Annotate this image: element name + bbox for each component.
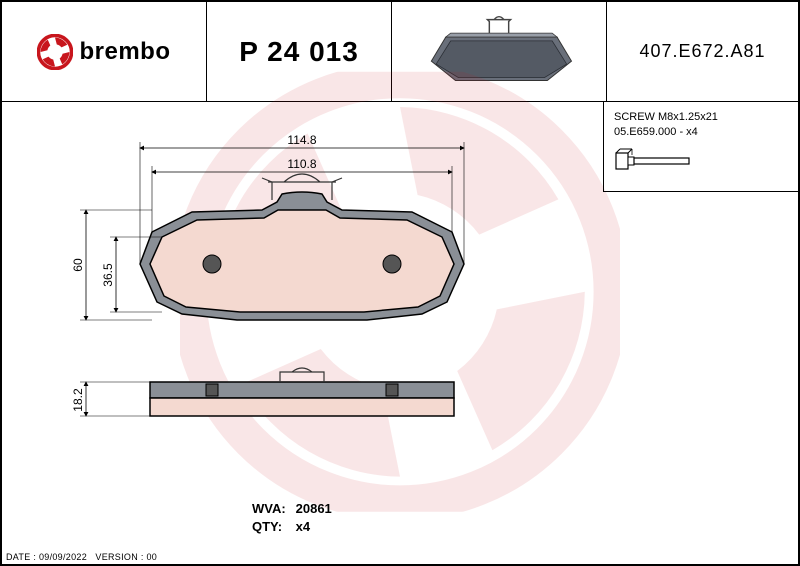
info-block: WVA: 20861 QTY: x4 xyxy=(252,500,332,536)
dim-height-overall: 60 xyxy=(71,258,85,272)
hardware-line2: 05.E659.000 - x4 xyxy=(614,125,788,140)
brembo-logo-icon xyxy=(37,34,73,70)
footer-version-value: 00 xyxy=(146,552,157,562)
footer-date-value: 09/09/2022 xyxy=(39,552,87,562)
wva-label: WVA: xyxy=(252,500,292,518)
dim-height-inner: 36.5 xyxy=(101,263,115,287)
hardware-line1: SCREW M8x1.25x21 xyxy=(614,110,788,125)
pad-isometric-icon xyxy=(398,8,600,95)
qty-row: QTY: x4 xyxy=(252,518,332,536)
footer-version-label: VERSION : xyxy=(95,552,143,562)
technical-drawing: 114.8 110.8 60 36.5 xyxy=(22,122,582,522)
footer: DATE : 09/09/2022 VERSION : 00 xyxy=(6,552,157,562)
screw-icon xyxy=(614,147,704,175)
part-number: P 24 013 xyxy=(239,36,359,68)
reference-cell: 407.E672.A81 xyxy=(607,2,798,101)
qty-label: QTY: xyxy=(252,518,292,536)
wva-row: WVA: 20861 xyxy=(252,500,332,518)
brand-cell: brembo xyxy=(2,2,207,101)
wva-value: 20861 xyxy=(296,501,332,516)
header-row: brembo P 24 013 407.E672.A81 xyxy=(2,2,798,102)
brand-name: brembo xyxy=(79,38,170,66)
hardware-box: SCREW M8x1.25x21 05.E659.000 - x4 xyxy=(603,102,798,192)
dim-width-inner: 110.8 xyxy=(287,157,316,171)
footer-date-label: DATE : xyxy=(6,552,36,562)
part-number-cell: P 24 013 xyxy=(207,2,392,101)
qty-value: x4 xyxy=(296,519,310,534)
drawing-sheet: brembo P 24 013 407.E672.A81 SCREW M8x1.… xyxy=(0,0,800,566)
brand-logo: brembo xyxy=(37,34,170,70)
reference-number: 407.E672.A81 xyxy=(639,41,765,62)
drawing-area: 114.8 110.8 60 36.5 xyxy=(22,122,582,522)
product-image-cell xyxy=(392,2,607,101)
dim-thickness: 18.2 xyxy=(71,388,85,412)
dim-width-overall: 114.8 xyxy=(287,133,316,147)
